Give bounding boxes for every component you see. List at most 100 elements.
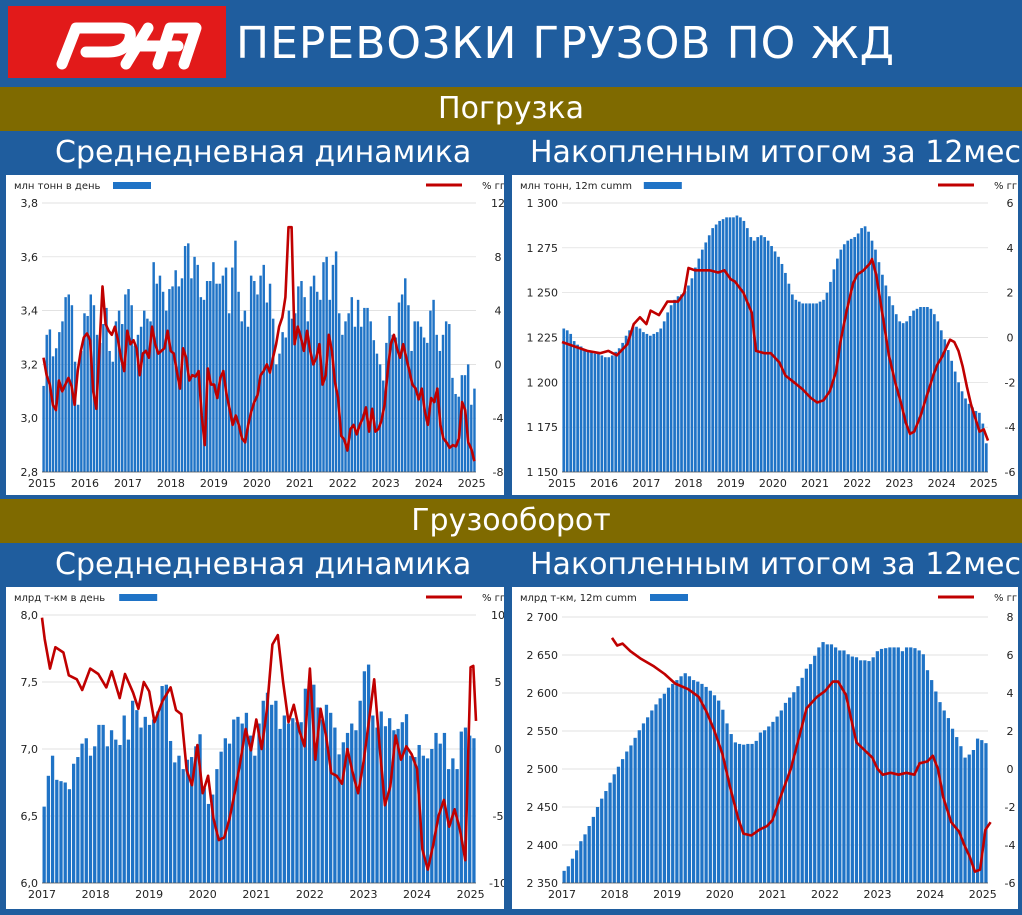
bar [694, 267, 697, 472]
y-left-tick-label: 7,5 [21, 676, 39, 689]
bar [130, 305, 133, 472]
bar [303, 297, 306, 472]
bar [121, 324, 124, 472]
bar [334, 251, 338, 472]
x-tick-label: 2018 [82, 888, 110, 901]
bar [891, 305, 895, 472]
bar [466, 364, 470, 472]
bar [921, 654, 925, 883]
bar [400, 294, 404, 472]
bar [600, 355, 604, 472]
y-left-tick-label: 7,0 [21, 743, 39, 756]
bar [791, 294, 794, 472]
bar [590, 351, 593, 472]
y-left-tick-label: 3,0 [21, 412, 39, 425]
bar [463, 727, 468, 883]
bar [303, 688, 308, 883]
bar [566, 866, 570, 883]
x-tick-label: 2017 [548, 888, 576, 901]
bar [164, 684, 168, 883]
bar [762, 730, 767, 883]
y-left-tick-label: 1 275 [527, 242, 559, 255]
bar [570, 858, 575, 883]
bar [871, 657, 875, 883]
bar [275, 364, 278, 472]
bar [846, 240, 850, 472]
bar [595, 807, 600, 883]
bar [936, 321, 940, 472]
x-tick-label: 2024 [403, 888, 431, 901]
bar [356, 299, 360, 472]
bar [838, 650, 842, 883]
bar [410, 350, 413, 472]
bar [967, 754, 971, 883]
bar [413, 757, 417, 883]
x-tick-label: 2020 [189, 888, 217, 901]
rzd-logo [8, 6, 226, 78]
bar [202, 787, 206, 883]
bar [646, 717, 650, 883]
bar [281, 332, 284, 472]
bar [271, 318, 275, 472]
bar [324, 704, 329, 883]
bar [379, 711, 383, 883]
bar [908, 315, 912, 472]
bar [350, 723, 354, 883]
bar [394, 337, 398, 472]
bar [282, 715, 286, 883]
bar [448, 324, 451, 472]
bar [63, 782, 67, 883]
bar [811, 303, 815, 472]
bar [817, 647, 821, 883]
bar [775, 716, 779, 883]
y-left-tick-label: 2 600 [527, 687, 559, 700]
subtitle-daily-turnover: Среднедневная динамика [55, 547, 472, 582]
y-left-tick-label: 1 300 [527, 197, 559, 210]
bar [700, 249, 704, 472]
y-left-tick-label: 6,0 [21, 877, 39, 890]
bar [149, 321, 152, 472]
bar [860, 228, 863, 472]
bar [404, 714, 409, 883]
bar [51, 356, 55, 472]
bar [168, 740, 173, 883]
bar [696, 681, 700, 883]
bar [67, 789, 72, 883]
bar [586, 350, 590, 472]
rzd-logo-icon [56, 22, 202, 70]
bar [118, 744, 122, 883]
bar [822, 299, 825, 472]
bar [80, 743, 84, 883]
chart-turnover-daily: млрд т-км в день % гг 6,0 6,5 7,0 7,5 8,0 -10 -5… [6, 587, 504, 909]
bar [161, 291, 165, 472]
bar [369, 321, 372, 472]
bar [328, 299, 332, 472]
bar [621, 342, 624, 472]
bar [579, 841, 583, 883]
bar [745, 228, 749, 472]
bar [171, 286, 174, 472]
bar [804, 303, 808, 472]
bar [683, 290, 687, 472]
bar [641, 723, 646, 883]
bar [76, 404, 80, 472]
chart-turnover-daily-svg: млрд т-км в день % гг 6,0 6,5 7,0 7,5 8,0 -10 -5… [14, 593, 504, 901]
bar [459, 731, 463, 883]
x-tick-label: 2022 [329, 477, 357, 490]
y-left-tick-label: 2 500 [527, 763, 559, 776]
x-tick-label: 2017 [28, 888, 56, 901]
bar [347, 313, 350, 472]
bar [617, 348, 621, 472]
bar [265, 692, 270, 883]
y-right-tick-label: -6 [1005, 466, 1016, 479]
bar [268, 283, 272, 472]
bar [73, 361, 77, 472]
bar [971, 407, 974, 472]
bar [662, 693, 666, 883]
bar [796, 686, 800, 883]
bar [894, 314, 898, 472]
bar [290, 318, 294, 472]
legend-bar-label: млрд т-км в день [14, 593, 105, 604]
y-left-tick-label: 2 350 [527, 877, 559, 890]
bar [659, 328, 663, 472]
